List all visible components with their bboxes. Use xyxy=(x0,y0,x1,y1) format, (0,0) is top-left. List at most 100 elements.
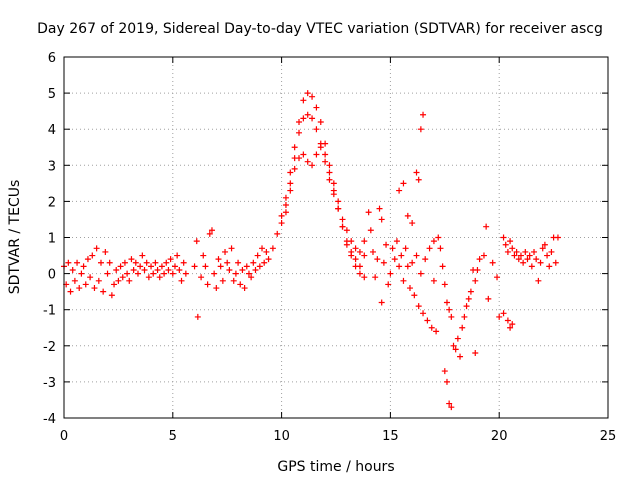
data-point-marker xyxy=(483,223,490,230)
data-point-marker xyxy=(389,245,396,252)
data-point-marker xyxy=(546,263,553,270)
data-point-marker xyxy=(317,144,324,151)
data-point-marker xyxy=(95,277,102,284)
data-point-marker xyxy=(111,281,118,288)
data-point-marker xyxy=(265,256,272,263)
data-point-marker xyxy=(300,97,307,104)
data-point-marker xyxy=(535,277,542,284)
data-point-marker xyxy=(226,266,233,273)
plot-frame xyxy=(63,56,609,419)
data-point-marker xyxy=(176,266,183,273)
data-point-marker xyxy=(117,263,124,270)
data-point-marker xyxy=(352,256,359,263)
data-point-marker xyxy=(450,342,457,349)
data-point-marker xyxy=(291,165,298,172)
data-point-marker xyxy=(309,115,316,122)
y-axis-label: SDTVAR / TECUs xyxy=(7,180,23,295)
data-point-marker xyxy=(430,277,437,284)
data-point-marker xyxy=(126,277,133,284)
data-point-marker xyxy=(204,281,211,288)
data-point-marker xyxy=(428,324,435,331)
data-point-marker xyxy=(356,270,363,277)
data-point-marker xyxy=(167,256,174,263)
data-points xyxy=(61,90,561,411)
data-point-marker xyxy=(398,252,405,259)
x-axis-label: GPS time / hours xyxy=(277,459,394,475)
data-point-marker xyxy=(313,151,320,158)
data-point-marker xyxy=(378,299,385,306)
data-point-marker xyxy=(91,285,98,292)
data-point-marker xyxy=(163,259,170,266)
data-point-marker xyxy=(132,259,139,266)
data-point-marker xyxy=(485,295,492,302)
data-point-marker xyxy=(228,245,235,252)
data-point-marker xyxy=(424,317,431,324)
data-point-marker xyxy=(317,118,324,125)
data-point-marker xyxy=(537,259,544,266)
data-point-marker xyxy=(396,187,403,194)
data-point-marker xyxy=(339,216,346,223)
data-point-marker xyxy=(472,350,479,357)
data-point-marker xyxy=(97,259,104,266)
data-point-marker xyxy=(137,263,144,270)
data-point-marker xyxy=(517,252,524,259)
data-point-marker xyxy=(430,238,437,245)
data-point-marker xyxy=(385,281,392,288)
data-point-marker xyxy=(274,230,281,237)
data-point-marker xyxy=(128,256,135,263)
data-point-marker xyxy=(400,180,407,187)
data-point-marker xyxy=(182,270,189,277)
data-point-marker xyxy=(406,285,413,292)
data-point-marker xyxy=(202,263,209,270)
x-tick-label: 5 xyxy=(169,429,177,444)
data-point-marker xyxy=(217,263,224,270)
y-tick-label: 3 xyxy=(48,159,56,174)
y-tick-label: 0 xyxy=(48,268,56,283)
data-point-marker xyxy=(435,234,442,241)
data-point-marker xyxy=(150,270,157,277)
data-point-marker xyxy=(383,241,390,248)
data-point-marker xyxy=(282,194,289,201)
data-point-marker xyxy=(393,238,400,245)
data-point-marker xyxy=(480,252,487,259)
data-point-marker xyxy=(489,259,496,266)
axis-ticks: 0 5 10 15 20 25 -4 -3 -2 -1 0 1 2 3 4 5 6 xyxy=(43,51,616,444)
data-point-marker xyxy=(361,274,368,281)
data-point-marker xyxy=(533,256,540,263)
data-point-marker xyxy=(420,111,427,118)
data-point-marker xyxy=(372,274,379,281)
data-point-marker xyxy=(282,209,289,216)
data-point-marker xyxy=(219,277,226,284)
data-point-marker xyxy=(443,378,450,385)
data-point-marker xyxy=(454,335,461,342)
data-point-marker xyxy=(554,234,561,241)
data-point-marker xyxy=(278,220,285,227)
data-point-marker xyxy=(76,285,83,292)
data-point-marker xyxy=(415,303,422,310)
data-point-marker xyxy=(309,162,316,169)
data-point-marker xyxy=(239,266,246,273)
data-point-marker xyxy=(113,266,120,273)
data-point-marker xyxy=(171,263,178,270)
data-point-marker xyxy=(250,259,257,266)
data-point-marker xyxy=(152,259,159,266)
y-tick-label: 6 xyxy=(48,51,56,66)
data-point-marker xyxy=(502,241,509,248)
data-point-marker xyxy=(313,126,320,133)
data-point-marker xyxy=(378,216,385,223)
data-point-marker xyxy=(67,288,74,295)
data-point-marker xyxy=(143,259,150,266)
data-point-marker xyxy=(417,126,424,133)
data-point-marker xyxy=(448,313,455,320)
data-point-marker xyxy=(158,263,165,270)
data-point-marker xyxy=(330,187,337,194)
data-point-marker xyxy=(156,274,163,281)
data-point-marker xyxy=(467,288,474,295)
x-tick-label: 25 xyxy=(600,429,617,444)
data-point-marker xyxy=(243,263,250,270)
data-point-marker xyxy=(352,263,359,270)
data-point-marker xyxy=(443,299,450,306)
data-point-marker xyxy=(82,281,89,288)
data-point-marker xyxy=(348,252,355,259)
